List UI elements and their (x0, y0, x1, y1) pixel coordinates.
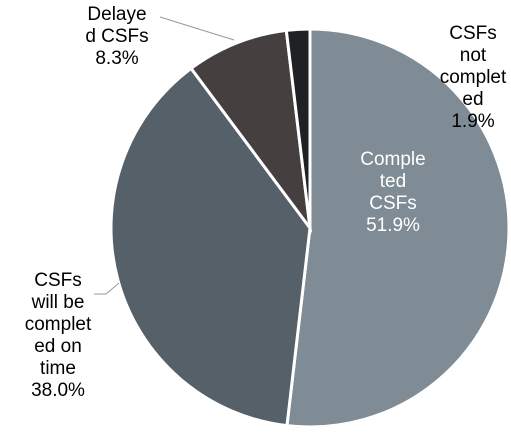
value-label: 1.9% (451, 111, 494, 132)
category-label: Delaye d CSFs (85, 4, 148, 47)
category-label: CSFs not complet ed (440, 23, 507, 110)
pie-slice (109, 66, 312, 428)
value-label: 38.0% (31, 380, 85, 401)
pie-slice (189, 28, 313, 234)
pie-slice (285, 27, 511, 429)
value-label: 8.3% (95, 48, 138, 69)
category-label: CSFs will be complet ed on time (25, 270, 92, 379)
value-label: 51.9% (366, 215, 420, 236)
slice-label: CSFs not complet ed1.9% (440, 23, 507, 132)
pie-slice (284, 27, 312, 229)
category-label: Comple ted CSFs (360, 149, 425, 214)
leader-line (159, 16, 235, 41)
leader-line (94, 282, 120, 295)
